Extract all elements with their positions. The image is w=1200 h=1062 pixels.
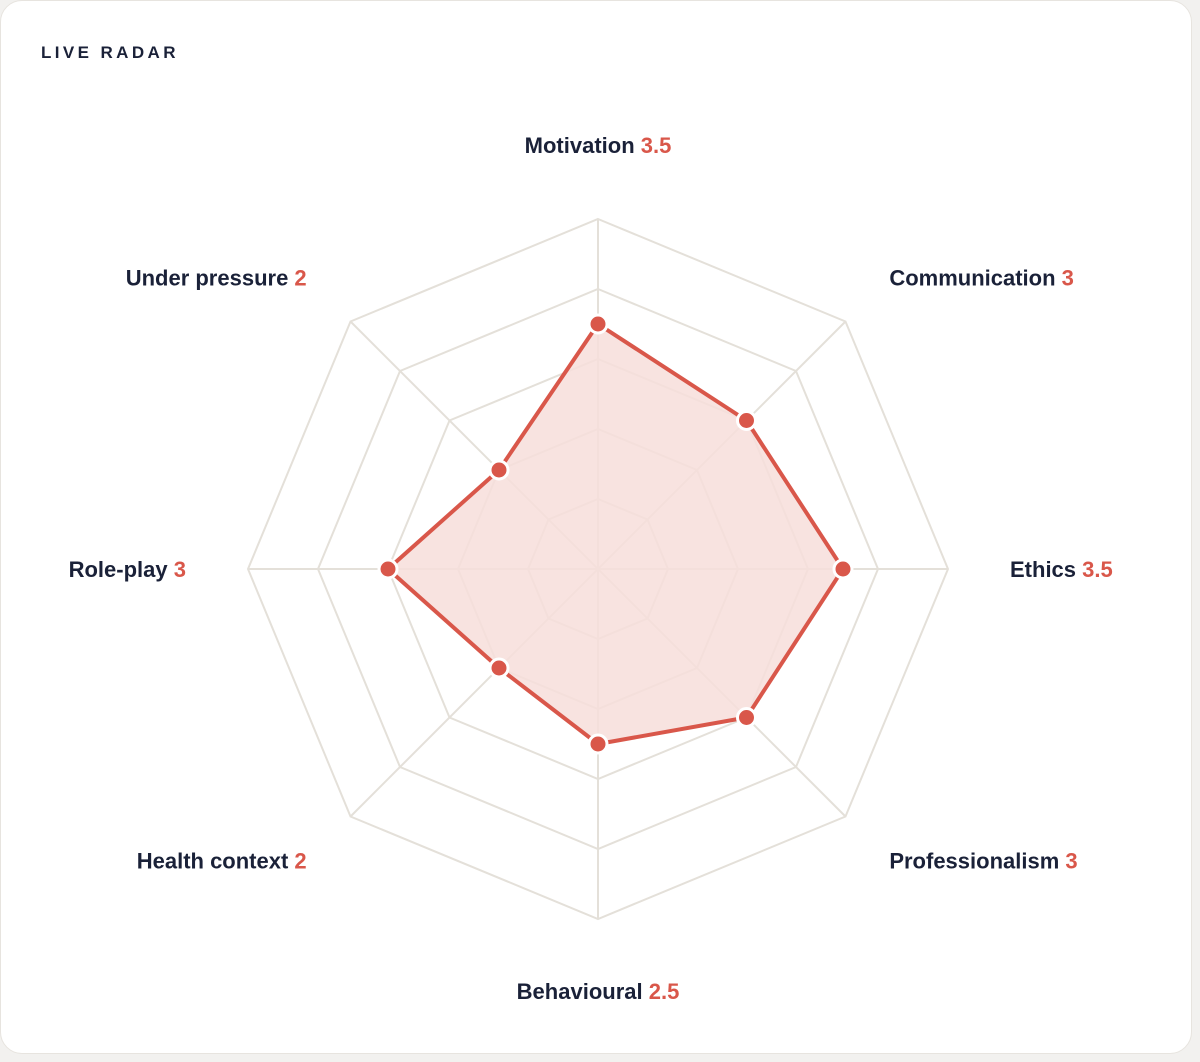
axis-value-role-play: 3 (168, 557, 186, 582)
radar-axis-labels: Motivation 3.5 Communication 3 Ethics 3.5 P… (69, 133, 1113, 1004)
series-area (386, 322, 845, 746)
axis-label-motivation: Motivation 3.5 (525, 133, 672, 158)
axis-value-ethics: 3.5 (1076, 557, 1113, 582)
axis-label-under-pressure: Under pressure 2 (126, 266, 307, 291)
data-point-behavioural[interactable] (587, 733, 609, 755)
axis-name-under-pressure: Under pressure (126, 266, 289, 291)
axis-name-motivation: Motivation (525, 133, 635, 158)
axis-label-professionalism: Professionalism 3 (889, 848, 1077, 873)
data-point-motivation[interactable] (587, 313, 609, 335)
axis-value-under-pressure: 2 (288, 266, 306, 291)
axis-name-behavioural: Behavioural (517, 979, 643, 1004)
axis-label-health-context: Health context 2 (137, 848, 307, 873)
axis-value-behavioural: 2.5 (643, 979, 680, 1004)
axis-value-communication: 3 (1056, 266, 1074, 291)
axis-label-behavioural: Behavioural 2.5 (517, 979, 680, 1004)
card-title: LIVE RADAR (41, 43, 179, 62)
axis-name-role-play: Role-play (69, 557, 169, 582)
axis-value-professionalism: 3 (1059, 848, 1077, 873)
axis-label-ethics: Ethics 3.5 (1010, 557, 1113, 582)
data-point-health-context[interactable] (488, 657, 510, 679)
axis-value-motivation: 3.5 (635, 133, 672, 158)
axis-label-role-play: Role-play 3 (69, 557, 186, 582)
radar-series (377, 313, 854, 755)
data-point-role-play[interactable] (377, 558, 399, 580)
axis-name-communication: Communication (889, 266, 1055, 291)
axis-label-communication: Communication 3 (889, 266, 1074, 291)
data-point-professionalism[interactable] (735, 706, 757, 728)
axis-name-health-context: Health context (137, 848, 289, 873)
data-point-under-pressure[interactable] (488, 459, 510, 481)
axis-name-professionalism: Professionalism (889, 848, 1059, 873)
data-point-ethics[interactable] (832, 558, 854, 580)
axis-value-health-context: 2 (288, 848, 306, 873)
data-point-communication[interactable] (735, 410, 757, 432)
axis-name-ethics: Ethics (1010, 557, 1076, 582)
